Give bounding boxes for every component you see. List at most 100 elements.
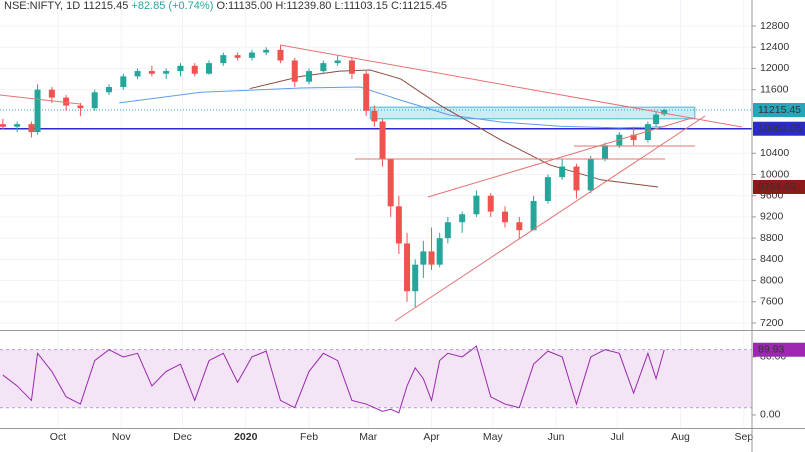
x-tick-label: Apr [423, 431, 440, 443]
x-tick-label: Nov [112, 431, 131, 443]
candle-body [63, 97, 70, 106]
rsi-band [0, 349, 752, 408]
header: NSE:NIFTY, 1D 11215.45 +82.85 (+0.74%) O… [4, 0, 447, 12]
y-tick-label: 12000 [760, 62, 789, 74]
trend-line [279, 44, 743, 128]
price-label-box [753, 103, 805, 118]
candle-body [587, 158, 594, 191]
candle-body [487, 195, 494, 212]
rsi-line [2, 345, 665, 414]
x-tick-label: Mar [359, 431, 378, 443]
y-tick-label: 12800 [760, 20, 789, 32]
price-label: 10863.05 [758, 123, 802, 135]
candle-body [387, 158, 394, 207]
candle-body [661, 110, 668, 115]
candle-body [91, 92, 98, 109]
trend-line [0, 94, 81, 105]
candle-body [653, 114, 660, 125]
labels: 1280012400120001160010400100009600920088… [50, 20, 805, 443]
candle-body [106, 86, 113, 93]
y-tick-label: 7200 [760, 317, 784, 329]
candle-body [444, 222, 451, 239]
candle-body [177, 65, 184, 72]
y-tick-label: 7600 [760, 296, 784, 308]
candle-body [363, 73, 370, 111]
candle-body [436, 238, 443, 265]
candle-body [428, 251, 435, 265]
price-label-box [753, 179, 805, 194]
last: 11215.45 [83, 0, 128, 12]
candle-body [371, 110, 378, 122]
close: C:11215.45 [391, 0, 447, 12]
x-tick-label: Sep [734, 431, 753, 443]
candle-body [0, 124, 6, 127]
trend-line [394, 115, 706, 322]
moving-average [119, 86, 665, 129]
candle-body [473, 195, 480, 215]
rsi-label-box [753, 342, 805, 357]
candle-body [379, 121, 386, 159]
x-tick-label: May [483, 431, 504, 443]
candle-body [48, 89, 55, 98]
candle-body [163, 71, 170, 74]
y-tick-label: 11600 [760, 83, 789, 95]
high: H:11239.80 [275, 0, 331, 12]
marks [0, 45, 752, 414]
candle-body [277, 49, 284, 61]
candle-body [291, 60, 298, 82]
candle-body [395, 206, 402, 244]
candle-body [412, 264, 419, 292]
candle-body [404, 243, 411, 292]
candle-body [644, 124, 651, 141]
x-tick-label: Feb [300, 431, 318, 443]
candle-body [120, 76, 127, 87]
x-tick-label: Jul [611, 431, 624, 443]
candle-body [420, 251, 427, 265]
y-tick-label: 10000 [760, 168, 789, 180]
candle-body [306, 71, 313, 82]
price-label-box [753, 121, 805, 136]
candle-body [14, 124, 21, 127]
x-tick-label: Oct [50, 431, 66, 443]
candle-body [263, 49, 270, 53]
candle-body [77, 105, 84, 109]
price-label: 11215.45 [758, 104, 801, 116]
candle-body [530, 201, 537, 231]
candle-body [34, 89, 41, 133]
candle-body [206, 63, 213, 74]
price-zone [369, 106, 696, 120]
candle-body [334, 60, 341, 64]
candle-body [573, 166, 580, 191]
candle-body [320, 63, 327, 72]
candle-body [28, 124, 35, 133]
x-tick-label: 2020 [234, 431, 258, 443]
y-tick-label: 0.00 [760, 409, 781, 421]
y-tick-label: 8000 [760, 274, 784, 286]
rsi-label: 89.93 [758, 344, 784, 356]
candle-body [459, 214, 466, 223]
trend-line [427, 117, 693, 198]
trend-lines [0, 44, 743, 322]
x-tick-label: Jun [548, 431, 565, 443]
y-tick-label: 12400 [760, 41, 789, 53]
candle-body [544, 177, 551, 202]
x-tick-label: Aug [671, 431, 690, 443]
candle-body [248, 52, 255, 58]
y-tick-label: 8800 [760, 232, 784, 244]
candle-body [191, 65, 198, 74]
candle-body [220, 55, 227, 64]
candle-body [134, 71, 141, 77]
y-tick-label: 10400 [760, 147, 789, 159]
open: O:11135.00 [216, 0, 272, 12]
candle-body [559, 166, 566, 178]
candle-body [630, 134, 637, 141]
candle-body [502, 211, 509, 223]
price-label: 9764.63 [758, 181, 796, 193]
symbol: NSE:NIFTY, 1D [4, 0, 80, 12]
y-tick-label: 9200 [760, 211, 784, 223]
candle-body [234, 55, 241, 58]
low: L:11103.15 [335, 0, 388, 12]
candle-body [602, 145, 609, 159]
candle-body [516, 222, 523, 231]
